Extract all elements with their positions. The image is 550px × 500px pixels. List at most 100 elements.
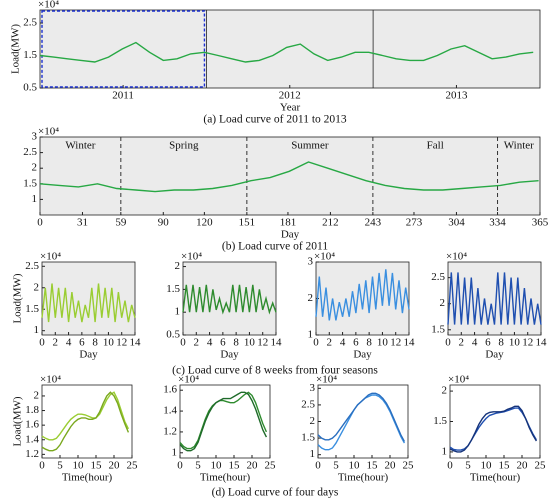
y-tick-label: 3 — [310, 382, 316, 394]
y-tick-label: 1 — [34, 324, 40, 336]
y-multiplier: ×10⁴ — [38, 126, 59, 138]
x-tick-label: 12 — [522, 337, 533, 349]
y-multiplier: ×10⁴ — [178, 374, 199, 386]
y-tick-label: 1.6 — [163, 384, 177, 396]
x-axis-label: Day — [281, 229, 300, 241]
x-tick-label: 10 — [103, 337, 115, 349]
x-tick-label: 243 — [365, 217, 382, 229]
x-tick-label: 2 — [459, 337, 465, 349]
series-line — [179, 391, 268, 452]
x-tick-label: 304 — [448, 217, 465, 229]
x-tick-label: 4 — [340, 337, 346, 349]
x-tick-label: 31 — [77, 217, 88, 229]
x-tick-label: 10 — [509, 337, 521, 349]
y-tick-label: 1 — [172, 446, 178, 458]
x-axis-label: Day — [353, 349, 372, 361]
y-tick-label: 1 — [175, 306, 181, 318]
caption: (c) Load curve of 8 weeks from four seas… — [172, 365, 378, 377]
x-tick-label: 8 — [92, 337, 98, 349]
x-tick-label: 15 — [91, 460, 103, 472]
x-tick-label: 15 — [367, 460, 379, 472]
y-tick-label: 1.5 — [25, 303, 39, 315]
y-multiplier: ×10⁴ — [448, 374, 469, 386]
plot-area — [41, 384, 133, 459]
series-line — [179, 391, 268, 450]
y-tick-label: 2 — [308, 292, 314, 304]
x-tick-label: 20 — [517, 460, 529, 472]
x-tick-label: 15 — [499, 460, 511, 472]
x-tick-label: 0 — [39, 337, 45, 349]
y-axis-label: Load(MW) — [12, 396, 24, 446]
y-tick-label: 1 — [308, 329, 314, 341]
y-tick-label: 2.5 — [23, 146, 37, 158]
season-label: Fall — [427, 140, 444, 152]
x-axis-label: Day — [79, 349, 98, 361]
x-tick-label: 25 — [127, 460, 139, 472]
x-axis-label: Day — [220, 349, 239, 361]
x-tick-label: 14 — [536, 337, 548, 349]
x-tick-label: 14 — [130, 337, 142, 349]
x-tick-label: 2 — [53, 337, 59, 349]
x-tick-label: 15 — [229, 460, 241, 472]
x-tick-label: 6 — [353, 337, 359, 349]
y-tick-label: 0.5 — [23, 82, 37, 94]
x-tick-label: 151 — [239, 217, 256, 229]
x-tick-label: 12 — [390, 337, 401, 349]
y-tick-label: 1.8 — [25, 404, 39, 416]
plot-area — [39, 9, 541, 89]
y-tick-label: 1.5 — [431, 323, 445, 335]
series-line — [449, 407, 538, 451]
y-tick-label: 2.5 — [431, 271, 445, 283]
y-tick-label: 1.5 — [23, 177, 37, 189]
x-tick-label: 90 — [158, 217, 170, 229]
x-tick-label: 59 — [115, 217, 127, 229]
x-axis-label: Time(hour) — [62, 472, 113, 484]
x-axis-label: Time(hour) — [200, 472, 251, 484]
x-tick-label: 365 — [532, 217, 549, 229]
y-tick-label: 1.5 — [23, 49, 37, 61]
season-label: Winter — [65, 140, 95, 152]
x-tick-label: 20 — [247, 460, 259, 472]
plot-area — [39, 136, 541, 216]
x-tick-label: 0 — [313, 337, 319, 349]
series-line — [39, 41, 534, 63]
y-tick-label: 3 — [308, 256, 314, 268]
season-label: Summer — [291, 140, 329, 152]
x-tick-label: 14 — [271, 337, 283, 349]
series-line — [449, 405, 538, 453]
y-multiplier: ×10⁴ — [316, 374, 337, 386]
x-tick-label: 25 — [265, 460, 277, 472]
series-line — [41, 391, 130, 452]
x-tick-label: 273 — [406, 217, 423, 229]
y-tick-label: 2.5 — [25, 260, 39, 272]
x-tick-label: 212 — [322, 217, 339, 229]
x-tick-label: 10 — [349, 460, 361, 472]
x-tick-label: 12 — [116, 337, 127, 349]
x-tick-label: 4 — [472, 337, 478, 349]
series-line — [39, 161, 539, 193]
y-tick-label: 1.5 — [166, 283, 180, 295]
y-tick-label: 2 — [440, 297, 446, 309]
x-tick-label: 20 — [385, 460, 397, 472]
x-tick-label: 6 — [79, 337, 85, 349]
x-tick-label: 334 — [489, 217, 506, 229]
x-tick-label: 8 — [233, 337, 239, 349]
plot-area — [41, 261, 136, 336]
y-tick-label: 3 — [32, 131, 38, 143]
series-line — [41, 283, 136, 323]
y-tick-label: 1.2 — [163, 425, 177, 437]
series-line — [182, 284, 277, 315]
x-tick-label: 4 — [66, 337, 72, 349]
series-line — [41, 391, 130, 441]
x-tick-label: 0 — [445, 337, 451, 349]
plot-area — [182, 261, 277, 336]
plot-area — [449, 384, 541, 459]
x-tick-label: 5 — [333, 460, 339, 472]
series-line — [447, 272, 542, 325]
x-tick-label: 0 — [180, 337, 186, 349]
y-tick-label: 2 — [442, 385, 448, 397]
x-tick-label: 10 — [73, 460, 85, 472]
x-tick-label: 25 — [535, 460, 547, 472]
y-tick-label: 1.4 — [163, 405, 177, 417]
